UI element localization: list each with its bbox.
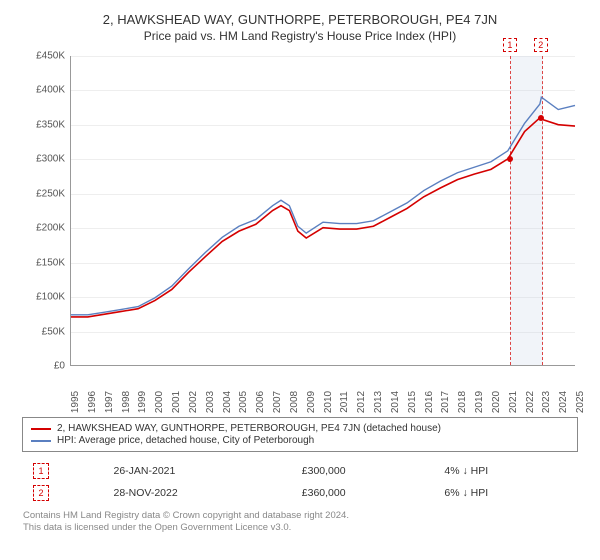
- x-axis-label: 2005: [238, 391, 249, 413]
- x-axis-label: 2014: [390, 391, 401, 413]
- legend-label: HPI: Average price, detached house, City…: [57, 435, 314, 446]
- x-axis-label: 2018: [457, 391, 468, 413]
- x-axis-label: 2011: [339, 391, 350, 413]
- y-axis-label: £0: [17, 361, 65, 372]
- series-line-price_paid: [71, 118, 575, 317]
- x-axis-label: 2006: [255, 391, 266, 413]
- legend-row: 2, HAWKSHEAD WAY, GUNTHORPE, PETERBOROUG…: [31, 423, 569, 434]
- series-line-hpi: [71, 97, 575, 315]
- x-axis-label: 2003: [205, 391, 216, 413]
- tx-date: 26-JAN-2021: [103, 460, 291, 482]
- x-axis-label: 2016: [424, 391, 435, 413]
- y-axis-label: £50K: [17, 326, 65, 337]
- marker-label: 1: [503, 38, 517, 52]
- plot-area: 12: [70, 56, 575, 366]
- x-axis-label: 2000: [154, 391, 165, 413]
- marker-cell: 2: [33, 485, 49, 501]
- x-axis-label: 2021: [508, 391, 519, 413]
- x-axis-label: 2001: [171, 391, 182, 413]
- tx-price: £300,000: [292, 460, 435, 482]
- footnote-line: Contains HM Land Registry data © Crown c…: [23, 510, 349, 521]
- y-axis-label: £200K: [17, 223, 65, 234]
- x-axis-label: 2013: [373, 391, 384, 413]
- tx-delta: 6% ↓ HPI: [434, 482, 577, 504]
- x-axis-label: 2017: [440, 391, 451, 413]
- y-axis-label: £350K: [17, 119, 65, 130]
- legend-swatch: [31, 440, 51, 442]
- x-axis-label: 2002: [188, 391, 199, 413]
- transactions-table: 1 26-JAN-2021£300,0004% ↓ HPI 2 28-NOV-2022…: [23, 460, 577, 504]
- legend: 2, HAWKSHEAD WAY, GUNTHORPE, PETERBOROUG…: [22, 417, 578, 452]
- marker-label: 2: [534, 38, 548, 52]
- x-axis-label: 1996: [87, 391, 98, 413]
- tx-price: £360,000: [292, 482, 435, 504]
- x-axis-label: 1998: [121, 391, 132, 413]
- x-axis-label: 2020: [491, 391, 502, 413]
- x-axis-label: 2010: [323, 391, 334, 413]
- y-axis-label: £100K: [17, 292, 65, 303]
- y-axis-label: £250K: [17, 188, 65, 199]
- legend-row: HPI: Average price, detached house, City…: [31, 435, 569, 446]
- chart-lines: [71, 56, 575, 365]
- x-axis-label: 2023: [541, 391, 552, 413]
- table-row: 2 28-NOV-2022£360,0006% ↓ HPI: [23, 482, 577, 504]
- x-axis-label: 2024: [558, 391, 569, 413]
- y-axis-label: £150K: [17, 257, 65, 268]
- x-axis-label: 2019: [474, 391, 485, 413]
- x-axis-label: 2004: [222, 391, 233, 413]
- x-axis-label: 2009: [306, 391, 317, 413]
- footnote-line: This data is licensed under the Open Gov…: [23, 522, 291, 533]
- x-axis-label: 2007: [272, 391, 283, 413]
- legend-swatch: [31, 428, 51, 430]
- marker-dot: [507, 156, 513, 162]
- x-axis-label: 2008: [289, 391, 300, 413]
- y-axis-label: £300K: [17, 154, 65, 165]
- marker-cell: 1: [33, 463, 49, 479]
- tx-delta: 4% ↓ HPI: [434, 460, 577, 482]
- x-axis-label: 2012: [356, 391, 367, 413]
- x-axis-label: 1997: [104, 391, 115, 413]
- tx-date: 28-NOV-2022: [103, 482, 291, 504]
- chart: 12 £0 £50K £100K £150K £200K £250K £300K £350K £…: [20, 51, 580, 411]
- x-axis-label: 1999: [137, 391, 148, 413]
- chart-title: 2, HAWKSHEAD WAY, GUNTHORPE, PETERBOROUG…: [10, 12, 590, 27]
- y-axis-label: £400K: [17, 85, 65, 96]
- legend-label: 2, HAWKSHEAD WAY, GUNTHORPE, PETERBOROUG…: [57, 423, 441, 434]
- marker-dot: [538, 115, 544, 121]
- x-axis-label: 2015: [407, 391, 418, 413]
- x-axis-label: 2022: [525, 391, 536, 413]
- x-axis-label: 2025: [575, 391, 586, 413]
- table-row: 1 26-JAN-2021£300,0004% ↓ HPI: [23, 460, 577, 482]
- footnote: Contains HM Land Registry data © Crown c…: [23, 510, 577, 535]
- x-axis-label: 1995: [70, 391, 81, 413]
- y-axis-label: £450K: [17, 51, 65, 62]
